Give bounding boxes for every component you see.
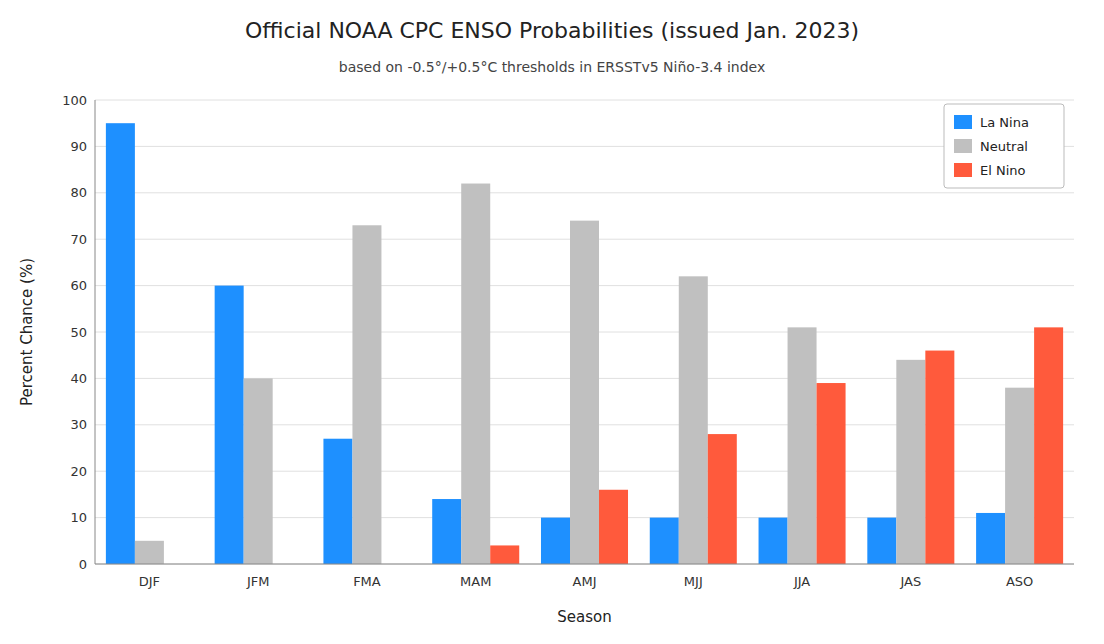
legend-label: El Nino: [980, 163, 1026, 178]
legend-box: [944, 104, 1064, 188]
bar: [817, 383, 846, 564]
bar: [432, 499, 461, 564]
x-tick-label: FMA: [353, 574, 381, 589]
bar: [570, 221, 599, 564]
bar: [215, 286, 244, 564]
bar: [135, 541, 164, 564]
y-tick-label: 100: [62, 93, 87, 108]
y-tick-label: 40: [70, 371, 87, 386]
legend-label: Neutral: [980, 139, 1028, 154]
grid-line: [95, 146, 1074, 147]
chart: Official NOAA CPC ENSO Probabilities (is…: [0, 0, 1104, 644]
bar: [244, 378, 273, 564]
y-tick-label: 30: [70, 417, 87, 432]
grid-line: [95, 564, 1074, 565]
grid-line: [95, 100, 1074, 101]
x-tick-label: MJJ: [684, 574, 703, 589]
legend-label: La Nina: [980, 115, 1029, 130]
bar: [352, 225, 381, 564]
bar: [599, 490, 628, 564]
legend-swatch: [954, 115, 972, 129]
grid: [95, 100, 1074, 564]
y-tick-label: 80: [70, 185, 87, 200]
y-tick-label: 70: [70, 232, 87, 247]
x-tick-label: MAM: [460, 574, 491, 589]
y-tick-label: 10: [70, 510, 87, 525]
bar: [867, 518, 896, 564]
x-axis: [95, 564, 1074, 565]
bar: [490, 545, 519, 564]
y-tick-label: 50: [70, 325, 87, 340]
legend: La Nina Neutral El Nino: [944, 104, 1064, 188]
y-tick-label: 60: [70, 278, 87, 293]
x-tick-label: JJA: [793, 574, 810, 589]
bar: [650, 518, 679, 564]
bar: [896, 360, 925, 564]
y-tick-label: 20: [70, 464, 87, 479]
legend-swatch: [954, 139, 972, 153]
bar: [323, 439, 352, 564]
y-axis-label: Percent Chance (%): [18, 258, 36, 406]
x-tick-label: JFM: [246, 574, 270, 589]
x-tick-label: JAS: [899, 574, 921, 589]
grid-line: [95, 192, 1074, 193]
bar: [788, 327, 817, 564]
subtitle: based on -0.5°/+0.5°C thresholds in ERSS…: [339, 59, 765, 75]
y-tick-label: 90: [70, 139, 87, 154]
x-tick-label: ASO: [1006, 574, 1033, 589]
y-axis: [95, 100, 96, 564]
bar: [461, 184, 490, 564]
bar: [541, 518, 570, 564]
title: Official NOAA CPC ENSO Probabilities (is…: [245, 18, 859, 43]
bar: [925, 351, 954, 564]
x-tick-label: DJF: [139, 574, 160, 589]
bars: [106, 123, 1063, 564]
bar: [759, 518, 788, 564]
bar: [1005, 388, 1034, 564]
bar: [106, 123, 135, 564]
x-tick-label: AMJ: [573, 574, 597, 589]
bar: [708, 434, 737, 564]
legend-swatch: [954, 163, 972, 177]
bar: [679, 276, 708, 564]
bar: [976, 513, 1005, 564]
y-tick-label: 0: [79, 557, 87, 572]
x-axis-label: Season: [557, 608, 611, 626]
bar: [1034, 327, 1063, 564]
